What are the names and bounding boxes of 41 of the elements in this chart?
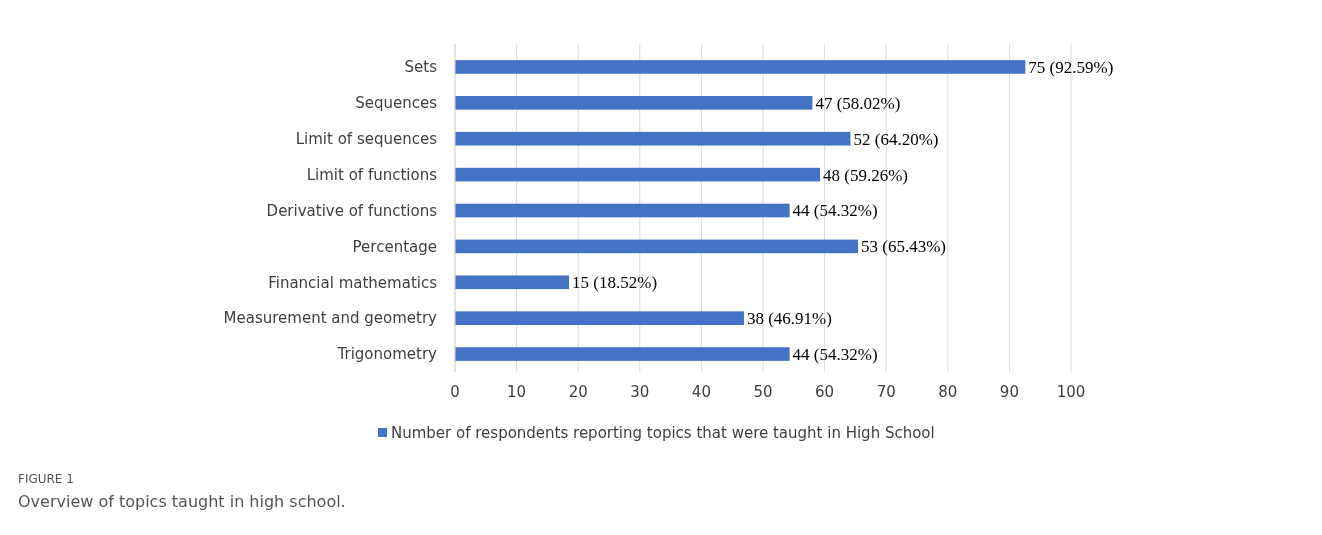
data-label: 47 (58.02%) [815, 93, 901, 113]
caption: FIGURE 1 [18, 472, 74, 486]
data-label: 44 (54.32%) [792, 201, 878, 221]
bar [455, 167, 821, 182]
x-tick-label: 70 [876, 383, 896, 401]
x-tick-label: 50 [753, 383, 773, 401]
x-tick-label: 100 [1056, 383, 1086, 401]
x-tick-label: 30 [630, 383, 650, 401]
x-tick-label: 10 [507, 383, 527, 401]
bar [455, 239, 859, 254]
bar [455, 275, 570, 290]
data-label: 75 (92.59%) [1028, 57, 1114, 77]
y-tick-label: Trigonometry [336, 345, 438, 364]
y-tick-label: Measurement and geometry [223, 309, 438, 328]
x-tick-label: 80 [938, 383, 958, 401]
bar [455, 60, 1026, 74]
y-tick-label: Limit of sequences [295, 129, 438, 148]
data-label: 44 (54.32%) [792, 345, 878, 365]
text: Overview of topics taught in high school. [18, 492, 346, 511]
x-tick-label: 60 [815, 383, 835, 401]
data-label: 48 (59.26%) [823, 165, 909, 185]
data-label: 38 (46.91%) [746, 309, 832, 329]
bar [455, 96, 813, 110]
bar [455, 347, 790, 361]
y-tick-label: Derivative of functions [266, 201, 438, 220]
data-label: 15 (18.52%) [572, 273, 658, 293]
legend-label: Number of respondents reporting topics that were taught in High School [391, 424, 935, 443]
y-tick-label: Sequences [355, 94, 438, 113]
x-tick-label: 20 [568, 383, 588, 401]
bar [455, 311, 744, 325]
data-label: 52 (64.20%) [853, 129, 939, 149]
data-label: 53 (65.43%) [861, 237, 947, 257]
x-tick-label: 0 [450, 383, 460, 401]
y-tick-label: Sets [404, 58, 438, 77]
y-tick-label: Percentage [352, 237, 437, 256]
y-tick-label: Limit of functions [306, 165, 438, 184]
x-tick-label: 90 [999, 383, 1019, 401]
y-tick-label: Financial mathematics [268, 273, 438, 292]
bar [455, 203, 790, 218]
bar [455, 131, 851, 146]
x-tick-label: 40 [691, 383, 711, 401]
